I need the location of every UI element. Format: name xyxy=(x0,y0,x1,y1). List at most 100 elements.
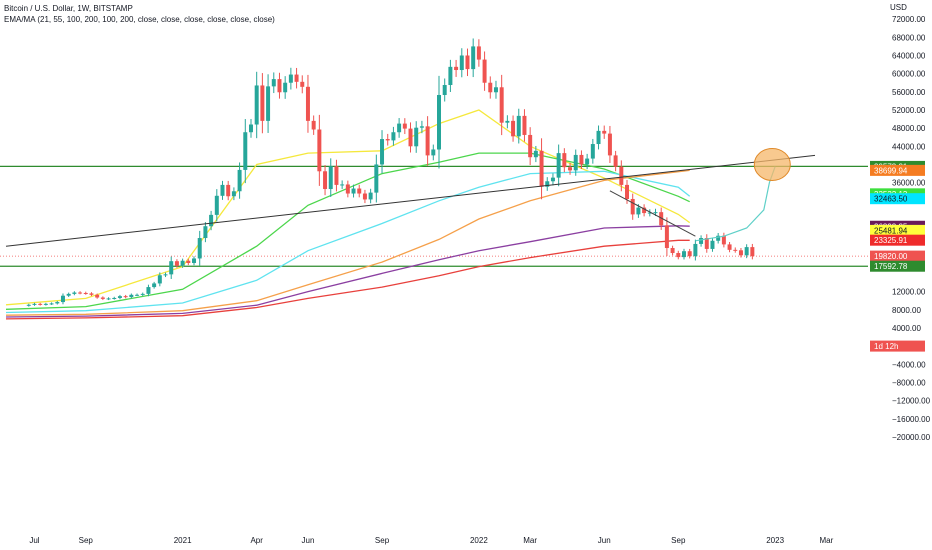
candle xyxy=(590,138,595,164)
candle xyxy=(579,150,584,170)
candle-body xyxy=(317,129,322,172)
candle xyxy=(431,144,436,161)
candle xyxy=(55,300,60,305)
candle-body xyxy=(733,249,738,251)
candle-body xyxy=(237,169,242,192)
x-tick-label: Jun xyxy=(598,536,611,545)
candle-body xyxy=(681,251,686,258)
indicator-legend[interactable]: EMA/MA (21, 55, 100, 200, 100, 200, clos… xyxy=(4,15,275,24)
candle xyxy=(693,239,698,261)
candle-body xyxy=(750,247,755,257)
candle-body xyxy=(340,184,345,186)
x-tick-label: 2021 xyxy=(174,536,192,545)
candle xyxy=(180,258,185,268)
candle-body xyxy=(38,303,43,305)
candle xyxy=(334,159,339,192)
candle xyxy=(140,292,145,297)
candle xyxy=(72,291,77,296)
candle xyxy=(448,59,453,92)
candle-body xyxy=(425,126,430,156)
candle xyxy=(642,204,647,217)
y-tick-label: −16000.00 xyxy=(892,415,931,424)
price-badge: 19820.00 xyxy=(870,250,925,262)
symbol-title[interactable]: Bitcoin / U.S. Dollar, 1W, BITSTAMP xyxy=(4,4,133,13)
candle xyxy=(613,150,618,172)
candle xyxy=(117,294,122,300)
candle-body xyxy=(152,283,157,288)
candle-body xyxy=(647,212,652,214)
candle xyxy=(32,302,37,306)
price-badge-label: 19820.00 xyxy=(874,252,908,261)
candle xyxy=(704,234,709,253)
candle xyxy=(391,126,396,146)
candle xyxy=(192,256,197,266)
candle-body xyxy=(482,59,487,83)
y-tick-label: 12000.00 xyxy=(892,288,926,297)
candles-layer xyxy=(26,38,755,307)
candle-body xyxy=(95,294,100,298)
candle-body xyxy=(66,293,71,296)
candle xyxy=(511,115,516,142)
candle xyxy=(539,138,544,200)
candle xyxy=(619,160,624,192)
candle xyxy=(710,237,715,252)
time-axis[interactable]: Jul Sep 2021 Apr Jun Sep 2022 Mar Jun Sep 2023 Mar xyxy=(29,536,833,545)
candle xyxy=(203,222,208,243)
trendline-0 xyxy=(5,154,816,247)
series-ema-100 xyxy=(5,170,691,314)
candle-body xyxy=(374,164,379,193)
candle-body xyxy=(465,55,470,70)
candle xyxy=(630,193,635,220)
candle-body xyxy=(123,296,128,298)
candle-body xyxy=(727,244,732,250)
candle-body xyxy=(254,85,259,125)
x-tick-label: 2023 xyxy=(766,536,784,545)
candle-body xyxy=(653,212,658,214)
candle xyxy=(585,153,590,170)
y-tick-label: 44000.00 xyxy=(892,142,926,151)
candle-body xyxy=(357,188,362,194)
y-tick-label: 72000.00 xyxy=(892,15,926,24)
candle-body xyxy=(157,275,162,284)
candle xyxy=(135,293,140,297)
chart-lines-layer xyxy=(0,109,868,320)
candle xyxy=(493,80,498,99)
candle xyxy=(488,76,493,99)
candle xyxy=(738,248,743,258)
drawings-layer xyxy=(5,147,816,247)
candle xyxy=(482,51,487,91)
candle-body xyxy=(607,133,612,156)
candle xyxy=(397,118,402,138)
candle-body xyxy=(380,139,385,165)
candle-body xyxy=(516,115,521,137)
y-tick-label: 4000.00 xyxy=(892,324,921,333)
candle-body xyxy=(505,120,510,123)
price-badge-label: 25481.94 xyxy=(874,226,908,235)
candle xyxy=(402,118,407,135)
candle-body xyxy=(117,296,122,298)
candle-body xyxy=(573,154,578,171)
candle-body xyxy=(203,226,208,239)
candle xyxy=(260,73,265,134)
x-tick-label: Sep xyxy=(79,536,94,545)
candle xyxy=(271,72,276,94)
candle-body xyxy=(642,207,647,214)
candle-body xyxy=(687,251,692,257)
candle-body xyxy=(493,87,498,93)
candle-body xyxy=(585,158,590,165)
candle-body xyxy=(721,235,726,245)
candle xyxy=(380,130,385,174)
x-tick-label: Jul xyxy=(29,536,39,545)
candle-body xyxy=(83,292,88,294)
price-axis[interactable]: USD 72000.00 68000.00 64000.00 60000.00 5600… xyxy=(890,3,931,442)
target-circle xyxy=(753,147,791,181)
candle xyxy=(266,74,271,133)
candle xyxy=(283,76,288,99)
candle xyxy=(733,247,738,253)
candle-body xyxy=(431,149,436,156)
y-tick-label: 52000.00 xyxy=(892,106,926,115)
candle xyxy=(659,207,664,230)
candle-body xyxy=(288,74,293,83)
candle xyxy=(414,121,419,153)
